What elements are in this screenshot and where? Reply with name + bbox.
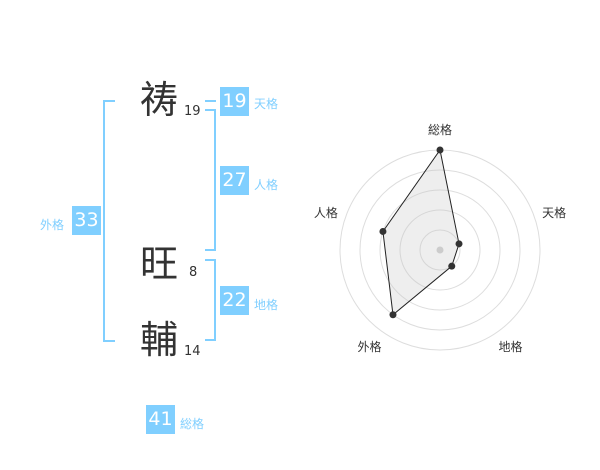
radar-axis-label: 地格 xyxy=(499,339,523,354)
radar-axis-label: 総格 xyxy=(428,122,452,137)
radar-point xyxy=(455,240,463,248)
jinkaku-label: 人格 xyxy=(254,178,279,192)
radar-ring xyxy=(359,169,521,331)
radar-polygon xyxy=(382,148,460,316)
strokes-1: 19 xyxy=(184,104,201,119)
radar-axis-label: 天格 xyxy=(542,205,566,220)
chikaku-value: 22 xyxy=(220,286,249,315)
tenkaku-label: 天格 xyxy=(254,97,279,111)
radar-ring xyxy=(379,189,501,311)
radar-point xyxy=(389,311,397,319)
radar-point xyxy=(436,146,444,154)
kanji-3: 輔 xyxy=(140,318,179,362)
soukaku-value: 41 xyxy=(146,405,175,434)
strokes-2: 8 xyxy=(189,265,198,280)
radar-center xyxy=(436,246,444,254)
chikaku-bracket xyxy=(205,259,216,341)
gaikaku-label: 外格 xyxy=(40,218,65,232)
radar-ring xyxy=(399,209,481,291)
chikaku-label: 地格 xyxy=(254,298,279,312)
radar-axis-label: 人格 xyxy=(314,205,338,220)
radar-ring xyxy=(419,229,461,271)
soukaku-label: 総格 xyxy=(180,417,205,431)
radar-point xyxy=(379,227,387,235)
gaikaku-value: 33 xyxy=(72,206,101,235)
gaikaku-bracket xyxy=(103,100,115,342)
jinkaku-bracket xyxy=(205,109,216,251)
strokes-3: 14 xyxy=(184,344,201,359)
kanji-1: 祷 xyxy=(140,78,179,122)
jinkaku-value: 27 xyxy=(220,166,249,195)
radar-point xyxy=(448,262,456,270)
kanji-2: 旺 xyxy=(140,242,179,286)
tenkaku-bracket xyxy=(205,100,216,102)
tenkaku-value: 19 xyxy=(220,87,249,116)
radar-axis-label: 外格 xyxy=(357,339,381,354)
